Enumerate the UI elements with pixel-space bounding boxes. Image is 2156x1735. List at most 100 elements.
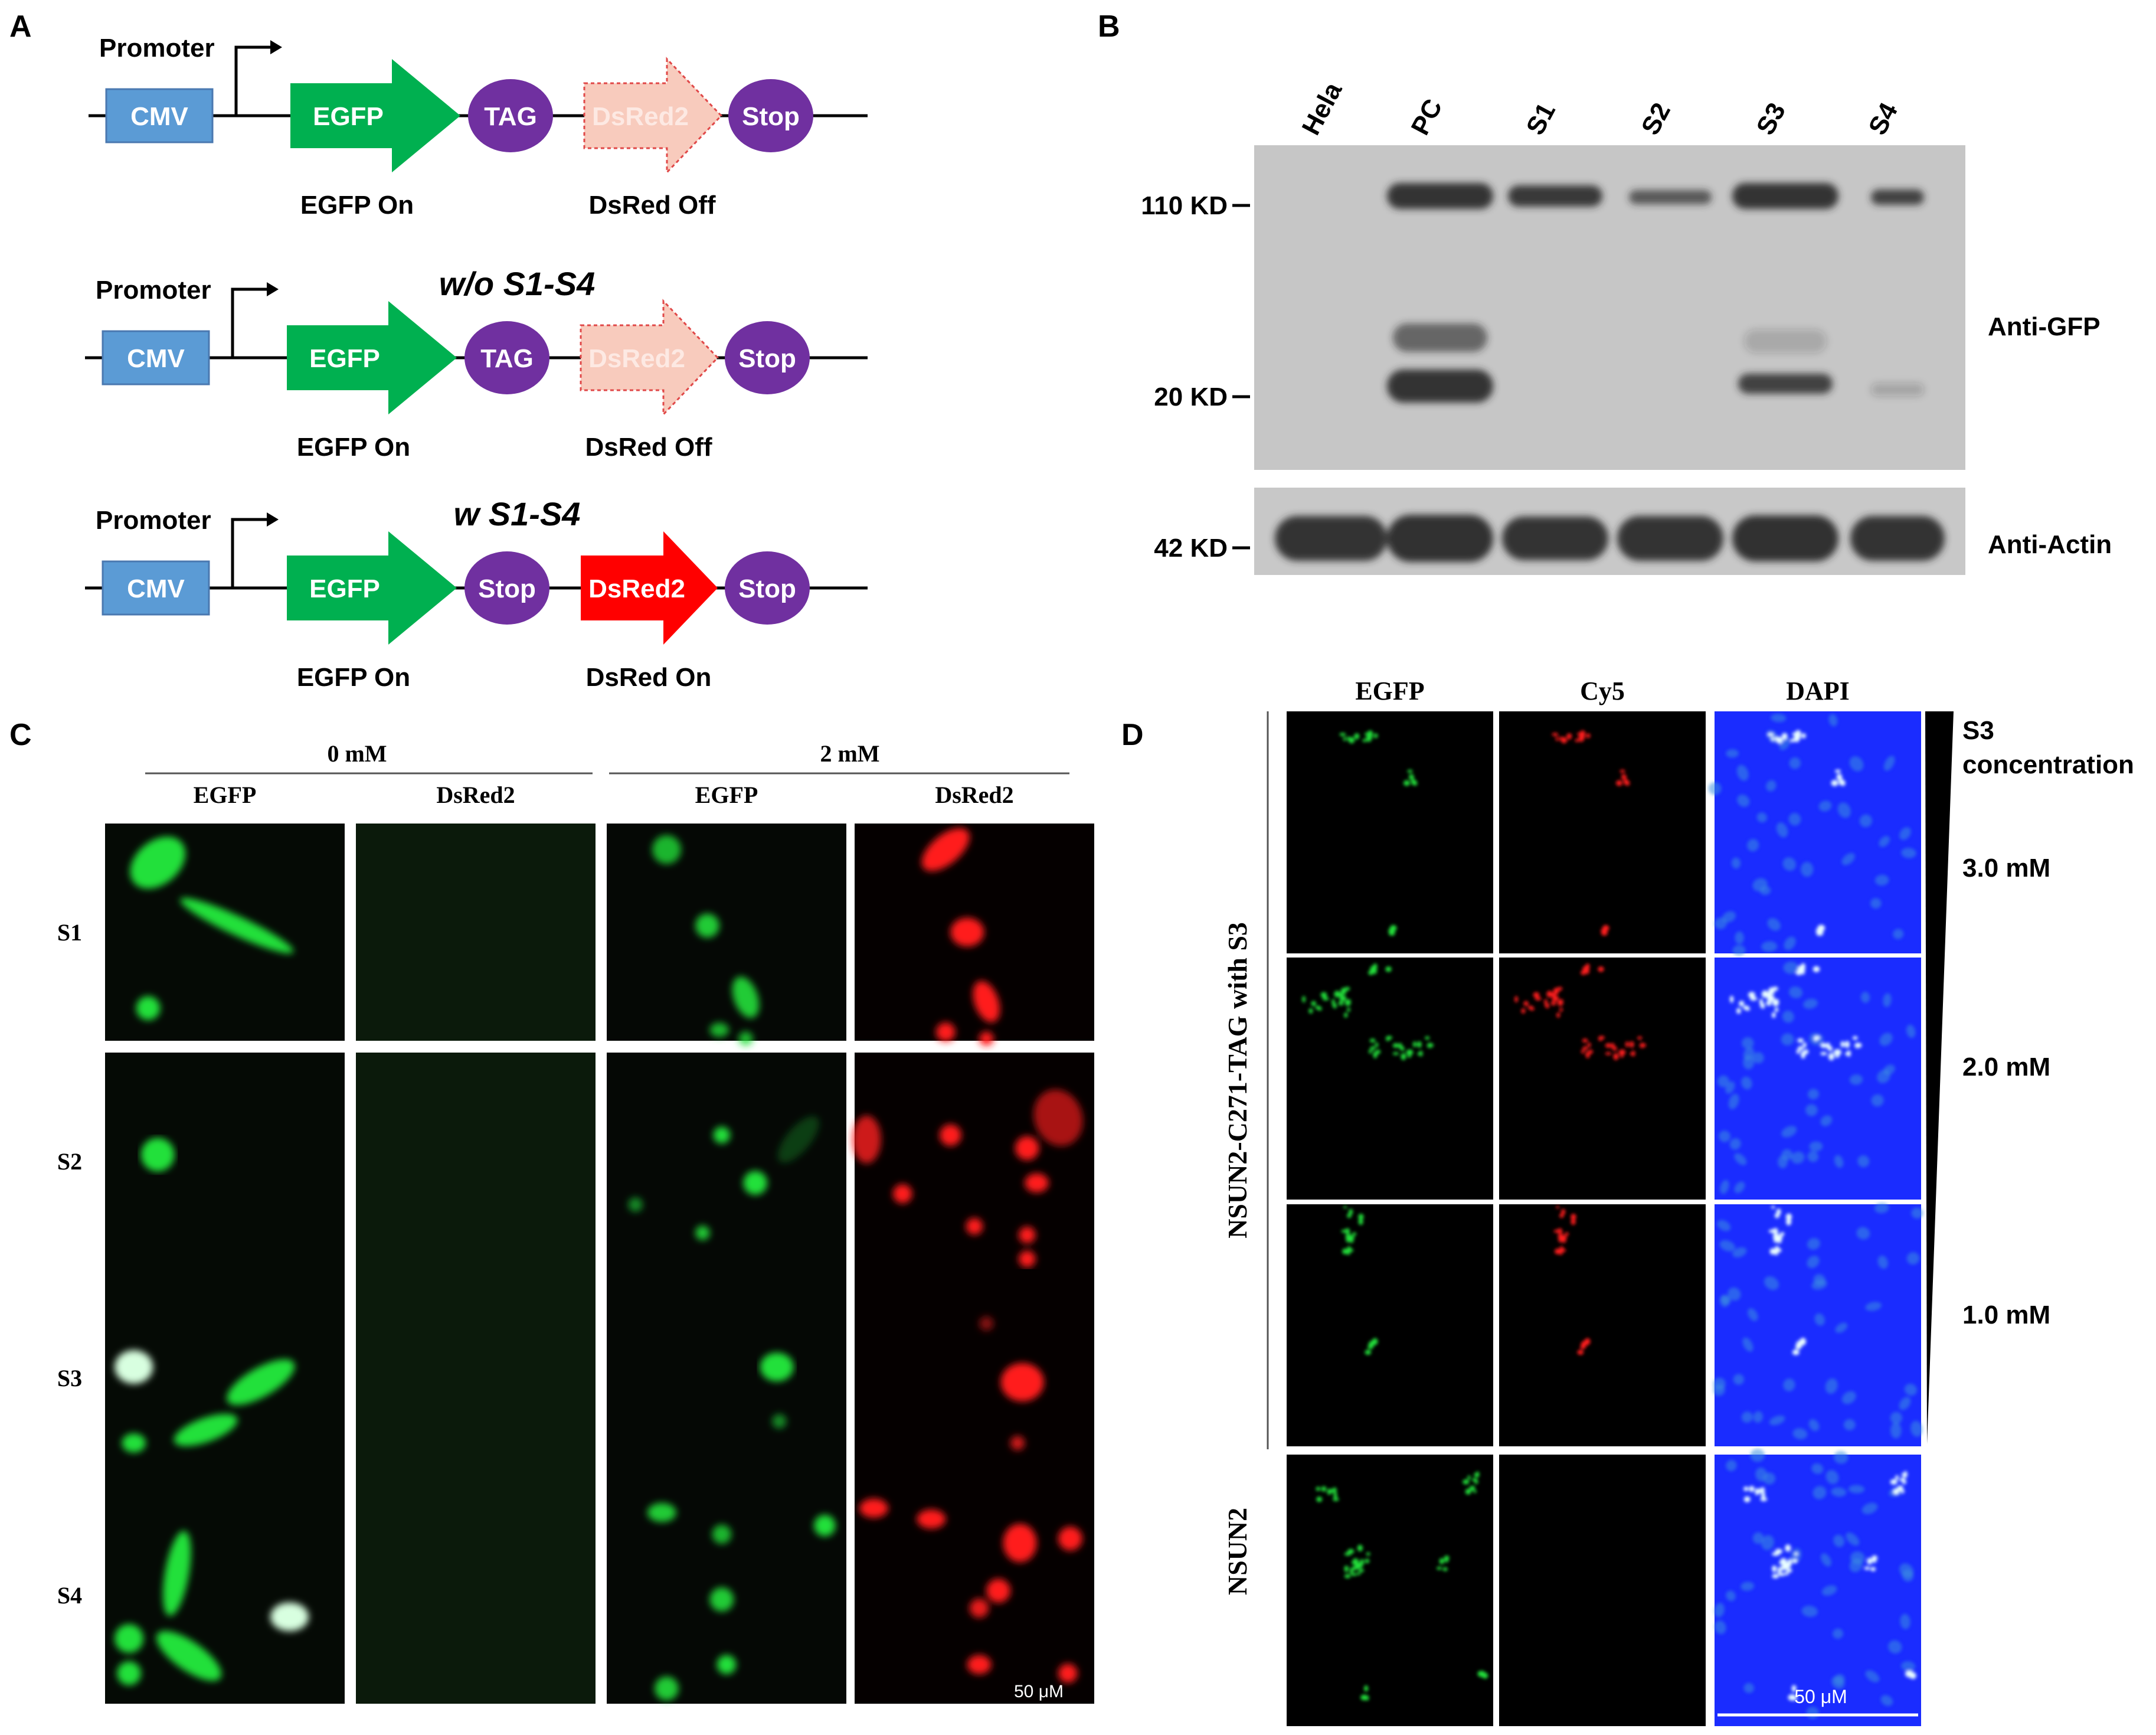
cell xyxy=(1801,1051,1806,1059)
cell xyxy=(1785,1213,1792,1220)
cell xyxy=(1837,802,1851,818)
group-label: NSUN2-C271-TAG with S3 xyxy=(1222,922,1252,1239)
cell xyxy=(1340,988,1347,995)
egfp-state-label: EGFP On xyxy=(300,191,414,220)
cell xyxy=(1832,1628,1843,1639)
panel-b: B Hela PC S1 S2 S3 S4 110 KD 20 KD 42 KD Anti-G… xyxy=(1098,9,2112,575)
cell xyxy=(1620,769,1625,773)
cell xyxy=(1736,764,1749,781)
cell xyxy=(1365,1350,1372,1355)
cell xyxy=(1475,1471,1480,1478)
cell xyxy=(1753,1411,1763,1423)
promoter-arrowhead xyxy=(270,40,282,54)
cell xyxy=(1797,965,1805,973)
cell xyxy=(1477,1671,1483,1677)
cell xyxy=(1315,1005,1321,1010)
cell xyxy=(1747,839,1759,852)
dsred-state-label: DsRed Off xyxy=(585,433,712,462)
blot-band xyxy=(1387,515,1493,562)
micrograph-background xyxy=(1499,1455,1706,1726)
cell xyxy=(1910,1672,1916,1680)
gradient-label-1: S3 xyxy=(1962,716,1994,745)
cell xyxy=(1717,1075,1729,1087)
cell xyxy=(1794,736,1800,743)
cell xyxy=(1786,1218,1792,1226)
cell xyxy=(1867,1557,1873,1565)
cell xyxy=(1739,1001,1745,1007)
cell xyxy=(1879,1032,1893,1046)
cell xyxy=(1389,932,1395,936)
concentration-wedge xyxy=(1925,711,1954,1444)
micrograph-cells xyxy=(859,1498,1082,1683)
cell xyxy=(1550,1001,1556,1006)
cell xyxy=(1794,1552,1798,1556)
codon-label: TAG xyxy=(484,102,537,131)
cell xyxy=(1618,1049,1626,1056)
lane-label: Hela xyxy=(1297,77,1348,140)
cell xyxy=(1003,1524,1037,1563)
cell xyxy=(1836,773,1843,780)
micrograph-tile xyxy=(1713,1203,1923,1446)
micrograph-background xyxy=(356,1053,596,1270)
cell xyxy=(1348,737,1355,744)
cell xyxy=(1368,1341,1375,1347)
cell xyxy=(1905,1670,1912,1677)
micrograph-cells xyxy=(1553,1205,1591,1355)
dsred-label: DsRed2 xyxy=(588,574,685,603)
cell xyxy=(1347,1213,1352,1218)
cell xyxy=(156,1631,222,1681)
cell xyxy=(1392,1043,1399,1048)
cell xyxy=(1761,941,1778,952)
cell xyxy=(1849,756,1864,772)
cell xyxy=(1781,1126,1797,1138)
lane-label: S4 xyxy=(1863,98,1904,140)
cmv-label: CMV xyxy=(127,344,185,373)
cell xyxy=(1861,1502,1878,1514)
cell xyxy=(1911,1207,1923,1219)
cell xyxy=(1796,1341,1803,1348)
cell xyxy=(1735,931,1744,945)
cell xyxy=(1349,1249,1354,1252)
micrograph-cells xyxy=(1316,1471,1488,1701)
cell xyxy=(647,1502,676,1522)
cell xyxy=(1333,1492,1337,1498)
cell xyxy=(1471,1478,1477,1482)
cell xyxy=(1840,1041,1845,1048)
cell xyxy=(1316,1486,1321,1491)
egfp-label: EGFP xyxy=(313,102,384,131)
micrograph-tile xyxy=(105,1053,345,1270)
cell xyxy=(1558,1233,1564,1240)
cell xyxy=(1893,929,1904,939)
cell xyxy=(1776,737,1783,744)
stop-label: Stop xyxy=(738,344,796,373)
stop-circle xyxy=(725,321,810,394)
codon-circle xyxy=(468,79,553,152)
micrograph-background xyxy=(1499,1204,1706,1446)
cell xyxy=(1033,1089,1083,1146)
cell xyxy=(1759,886,1771,896)
stop-label: Stop xyxy=(738,574,796,603)
cell xyxy=(122,1433,146,1453)
micrograph-background xyxy=(1715,711,1921,953)
cell xyxy=(1766,995,1775,1002)
micrograph-cells xyxy=(1552,730,1630,936)
cell xyxy=(1774,1213,1780,1218)
cell xyxy=(1605,1043,1612,1048)
cell xyxy=(1893,1488,1900,1495)
cell xyxy=(1740,1582,1755,1591)
cell xyxy=(1743,1682,1755,1694)
cell xyxy=(1811,1279,1827,1290)
cell xyxy=(1403,780,1410,786)
cell xyxy=(1391,926,1396,930)
cell xyxy=(1605,1052,1612,1056)
cell xyxy=(1344,1012,1348,1018)
cell xyxy=(852,1115,881,1164)
cell xyxy=(1749,1486,1755,1492)
cell xyxy=(1833,1451,1849,1464)
cell xyxy=(859,1498,888,1518)
micrograph-background xyxy=(855,1053,1094,1270)
cell xyxy=(1750,1449,1765,1462)
cell xyxy=(1347,1007,1350,1012)
cell xyxy=(1601,932,1608,936)
